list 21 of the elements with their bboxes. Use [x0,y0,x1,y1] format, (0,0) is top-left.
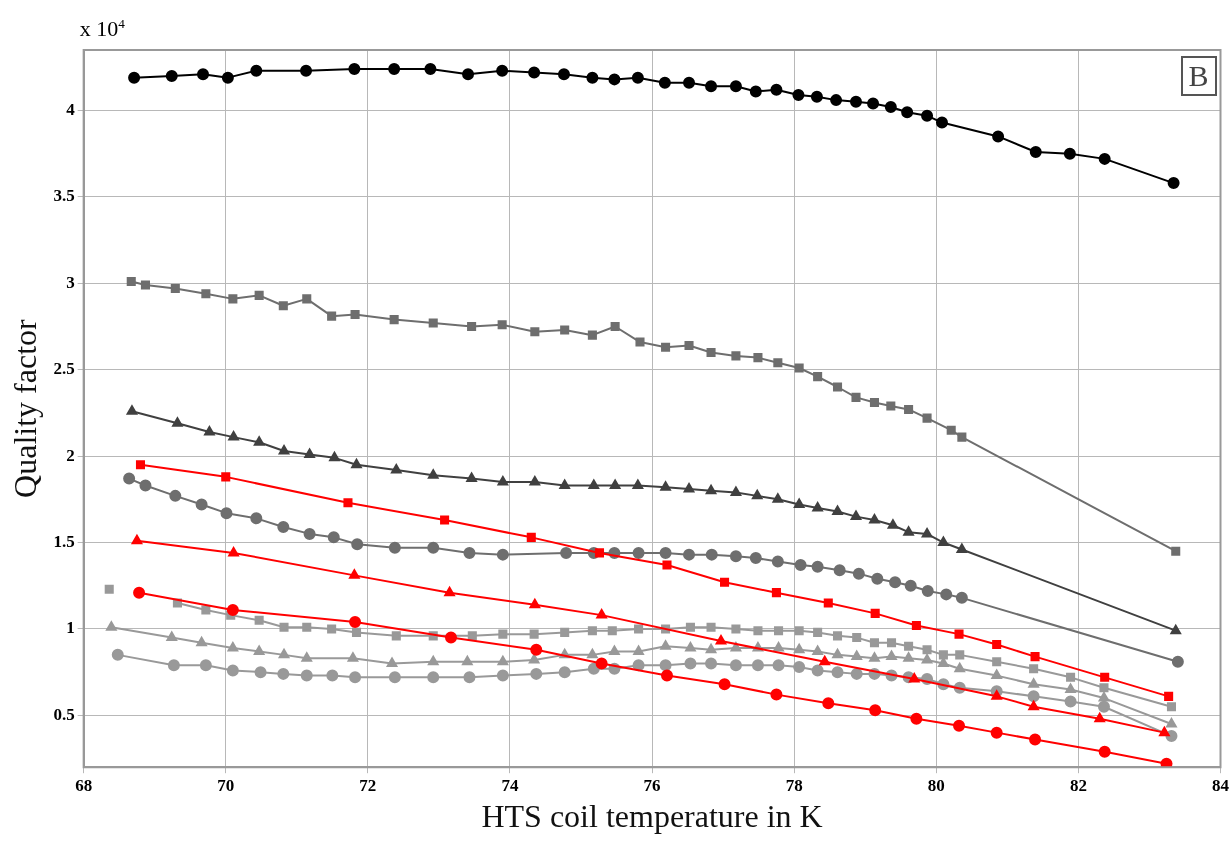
annotation: B [1180,56,1217,96]
x-tick-label: 72 [359,775,377,795]
y-tick-label: 2.5 [53,359,75,379]
y-axis-title: Quality factor [6,318,43,498]
y-tick-label: 0.5 [53,704,75,724]
text: x 10$^{4}$ [79,16,125,43]
y-tick-label: 4 [66,99,76,119]
x-tick-label: 76 [643,775,661,795]
x-tick-label: 84 [1212,775,1230,795]
x-tick-label: 68 [75,775,93,795]
y-tick-label: 3 [66,272,75,292]
y-tick-label: 1 [66,618,75,638]
x-tick-label: 74 [501,775,519,795]
x-tick-label: 82 [1069,775,1087,795]
y-tick-label: 1.5 [53,531,75,551]
y-tick-label: 3.5 [53,186,75,206]
x-tick-label: 70 [217,775,235,795]
x-tick-label: 80 [927,775,945,795]
y-tick-label: 2 [66,445,75,465]
x-axis-title: HTS coil temperature in K [481,798,823,835]
x-tick-label: 78 [785,775,803,795]
